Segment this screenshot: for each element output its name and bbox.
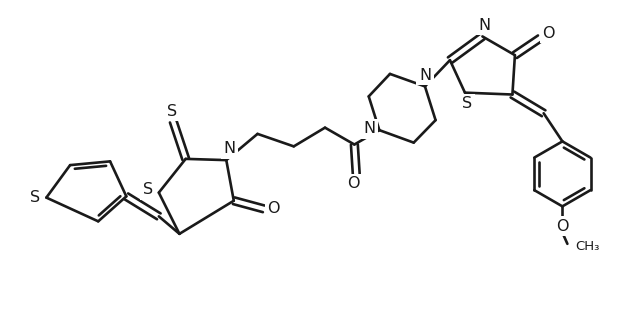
Text: N: N xyxy=(364,122,376,136)
Text: O: O xyxy=(347,176,360,191)
Text: N: N xyxy=(478,18,490,33)
Text: S: S xyxy=(167,104,177,119)
Text: S: S xyxy=(143,182,152,197)
Text: O: O xyxy=(268,201,280,216)
Text: O: O xyxy=(543,26,555,41)
Text: N: N xyxy=(419,68,431,83)
Text: S: S xyxy=(462,96,472,111)
Text: N: N xyxy=(223,141,236,156)
Text: O: O xyxy=(556,219,569,234)
Text: S: S xyxy=(30,190,40,205)
Text: CH₃: CH₃ xyxy=(575,241,599,253)
